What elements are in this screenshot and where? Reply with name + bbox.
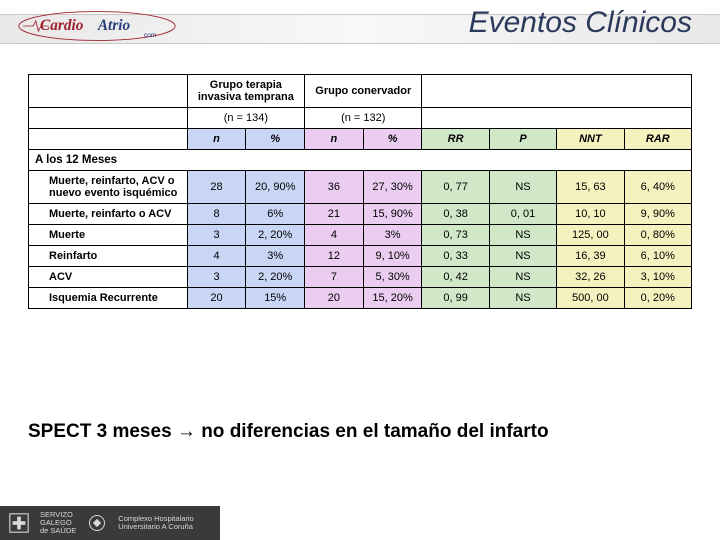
table-cell: 36 (305, 171, 364, 204)
table-cell: Muerte, reinfarto, ACV o nuevo evento is… (29, 171, 188, 204)
chuac-text: Complexo Hospitalario Universitario A Co… (118, 515, 193, 531)
table-cell: 0, 01 (489, 204, 556, 225)
table-cell: 15, 20% (363, 288, 422, 309)
col-nnt: NNT (557, 129, 624, 150)
table-cell: Muerte, reinfarto o ACV (29, 204, 188, 225)
table-cell: 0, 42 (422, 267, 489, 288)
table-cell: 21 (305, 204, 364, 225)
table-cell: 0, 77 (422, 171, 489, 204)
table-cell: 0, 73 (422, 225, 489, 246)
table-header-n: (n = 134) (n = 132) (29, 108, 692, 129)
table-cell: 27, 30% (363, 171, 422, 204)
n-a-header: (n = 134) (187, 108, 304, 129)
sergas-text: SERVIZO GALEGO de SAÚDE (40, 511, 76, 535)
col-rar: RAR (624, 129, 691, 150)
group-b-header: Grupo conervador (305, 75, 422, 108)
slide-title: Eventos Clínicos (469, 6, 692, 40)
table-cell: 15, 90% (363, 204, 422, 225)
table-cell: NS (489, 225, 556, 246)
table-cell: 15% (246, 288, 305, 309)
table-cell: 9, 10% (363, 246, 422, 267)
footer-note-b: no diferencias en el tamaño del infarto (196, 421, 549, 442)
table-cell: NS (489, 171, 556, 204)
table-header-groups: Grupo terapia invasiva temprana Grupo co… (29, 75, 692, 108)
table-cell: 20 (305, 288, 364, 309)
table-cell: 28 (187, 171, 246, 204)
table-cell: 0, 99 (422, 288, 489, 309)
table-cell: 2, 20% (246, 267, 305, 288)
table-row: Muerte, reinfarto, ACV o nuevo evento is… (29, 171, 692, 204)
table-cell: 3% (363, 225, 422, 246)
table-cell: 6, 10% (624, 246, 691, 267)
table-cell: NS (489, 288, 556, 309)
sergas-icon (8, 512, 30, 534)
table-cell: 0, 20% (624, 288, 691, 309)
brand-logo: Cardio Atrio com (12, 6, 182, 46)
brand-right: Atrio (97, 17, 131, 34)
table-cell: 3% (246, 246, 305, 267)
col-n-b: n (305, 129, 364, 150)
section-label: A los 12 Meses (29, 150, 692, 171)
brand-sub: com (144, 32, 157, 39)
table-header-cols: n % n % RR P NNT RAR (29, 129, 692, 150)
table-row: Muerte, reinfarto o ACV86%2115, 90%0, 38… (29, 204, 692, 225)
table-cell: 20 (187, 288, 246, 309)
table-row: ACV32, 20%75, 30%0, 42NS32, 263, 10% (29, 267, 692, 288)
footer-logos: SERVIZO GALEGO de SAÚDE Complexo Hospita… (0, 506, 220, 540)
col-pct-b: % (363, 129, 422, 150)
table-cell: 3 (187, 225, 246, 246)
table-cell: 20, 90% (246, 171, 305, 204)
table-cell: 3 (187, 267, 246, 288)
table-cell: 4 (187, 246, 246, 267)
table-cell: 15, 63 (557, 171, 624, 204)
table-cell: 3, 10% (624, 267, 691, 288)
table-cell: 5, 30% (363, 267, 422, 288)
clinical-events-table: Grupo terapia invasiva temprana Grupo co… (28, 74, 692, 309)
table-cell: Muerte (29, 225, 188, 246)
table-cell: 125, 00 (557, 225, 624, 246)
section-12-months: A los 12 Meses (29, 150, 692, 171)
table-cell: 0, 80% (624, 225, 691, 246)
table-cell: 0, 33 (422, 246, 489, 267)
table-cell: 7 (305, 267, 364, 288)
table-cell: NS (489, 267, 556, 288)
table-cell: 4 (305, 225, 364, 246)
table-cell: 16, 39 (557, 246, 624, 267)
col-pct-a: % (246, 129, 305, 150)
table-cell: ACV (29, 267, 188, 288)
table-cell: 0, 38 (422, 204, 489, 225)
table-cell: 8 (187, 204, 246, 225)
table-cell: 9, 90% (624, 204, 691, 225)
arrow-icon: → (177, 421, 196, 442)
table-row: Reinfarto43%129, 10%0, 33NS16, 396, 10% (29, 246, 692, 267)
table-cell: 12 (305, 246, 364, 267)
col-n-a: n (187, 129, 246, 150)
col-rr: RR (422, 129, 489, 150)
footer-note: SPECT 3 meses → no diferencias en el tam… (28, 420, 692, 444)
n-b-header: (n = 132) (305, 108, 422, 129)
table-cell: 6% (246, 204, 305, 225)
table-cell: 32, 26 (557, 267, 624, 288)
table-cell: 500, 00 (557, 288, 624, 309)
table-cell: 6, 40% (624, 171, 691, 204)
table-cell: 10, 10 (557, 204, 624, 225)
col-p: P (489, 129, 556, 150)
table-cell: NS (489, 246, 556, 267)
group-a-header: Grupo terapia invasiva temprana (187, 75, 304, 108)
table-cell: Isquemia Recurrente (29, 288, 188, 309)
table-cell: Reinfarto (29, 246, 188, 267)
table-cell: 2, 20% (246, 225, 305, 246)
table-row: Muerte32, 20%43%0, 73NS125, 000, 80% (29, 225, 692, 246)
table-row: Isquemia Recurrente2015%2015, 20%0, 99NS… (29, 288, 692, 309)
footer-note-a: SPECT 3 meses (28, 421, 177, 442)
chuac-icon (86, 512, 108, 534)
